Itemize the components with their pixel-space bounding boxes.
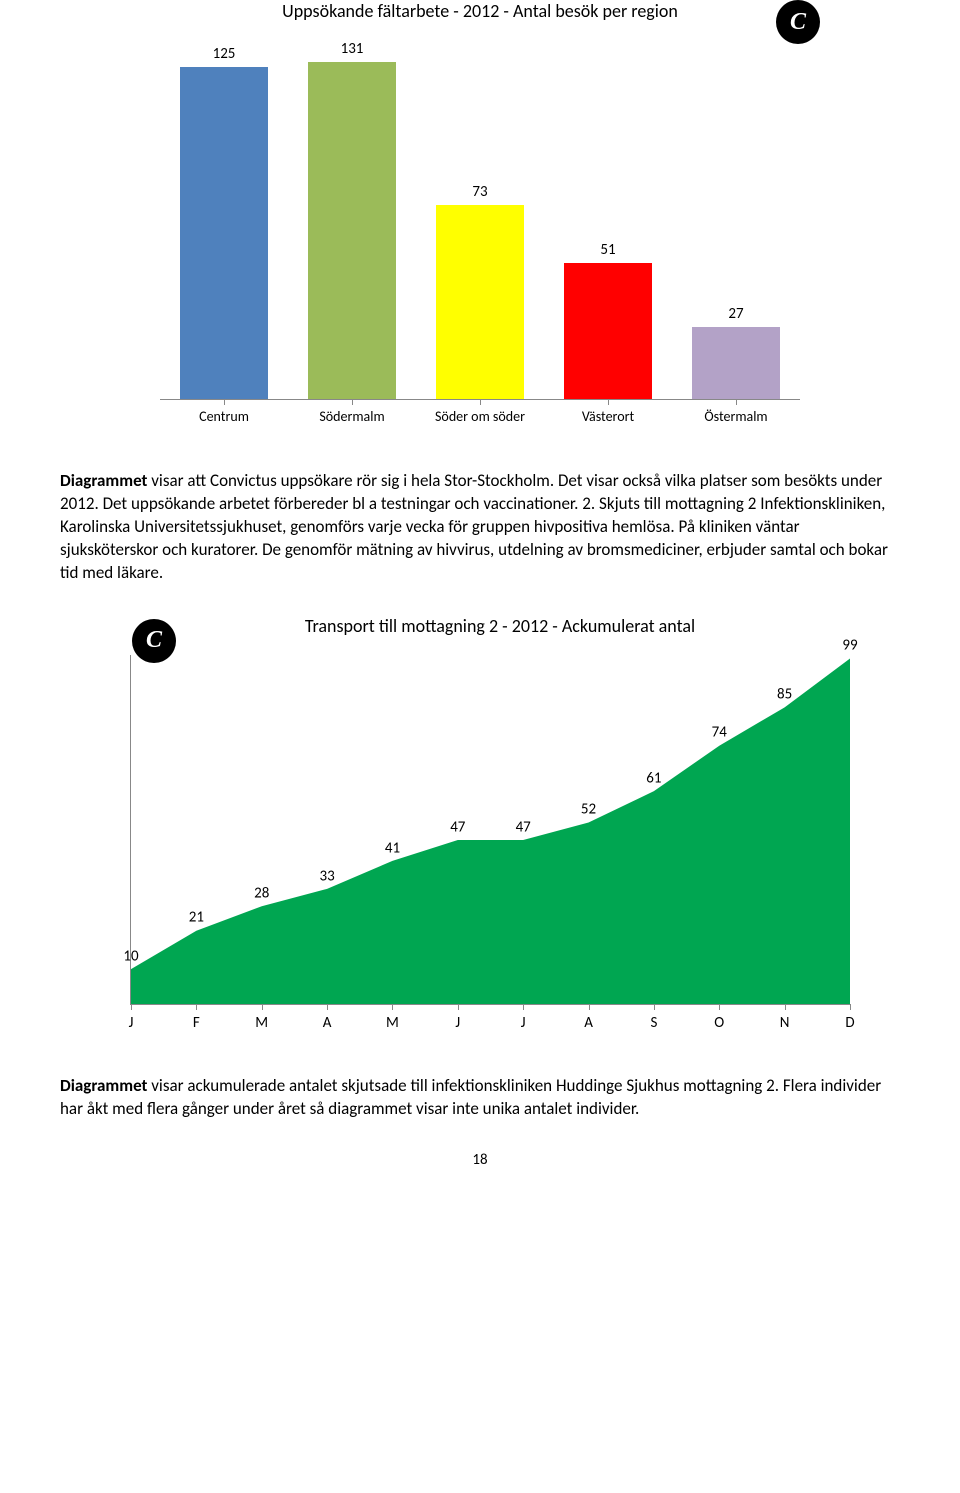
bar-column: 131Södermalm: [288, 40, 416, 399]
area-value-label: 74: [712, 724, 727, 742]
area-x-tick: [327, 1004, 328, 1010]
area-value-label: 41: [385, 839, 400, 857]
area-x-label: S: [650, 1014, 657, 1032]
bar-chart-section: Uppsökande fältarbete - 2012 - Antal bes…: [60, 0, 900, 440]
area-x-label: J: [455, 1014, 460, 1032]
area-x-tick: [785, 1004, 786, 1010]
bar-x-tick: [608, 399, 609, 405]
area-value-label: 52: [581, 801, 596, 819]
area-x-label: F: [193, 1014, 200, 1032]
area-value-label: 85: [777, 685, 792, 703]
area-x-tick: [850, 1004, 851, 1010]
area-chart-title: Transport till mottagning 2 - 2012 - Ack…: [100, 615, 860, 637]
page-number: 18: [60, 1151, 900, 1169]
area-polygon: [131, 658, 850, 1004]
bar-x-label: Söder om söder: [435, 408, 525, 425]
area-value-label: 99: [842, 637, 857, 655]
area-x-label: D: [845, 1014, 854, 1032]
area-x-tick: [458, 1004, 459, 1010]
convictus-logo-icon: C: [776, 0, 820, 44]
area-chart-svg: [131, 655, 850, 1004]
bar-x-label: Östermalm: [704, 408, 767, 425]
bar-x-tick: [224, 399, 225, 405]
area-value-label: 47: [516, 818, 531, 836]
paragraph-2-lead: Diagrammet: [60, 1075, 147, 1096]
paragraph-1-body: visar att Convictus uppsökare rör sig i …: [60, 470, 888, 583]
bar-x-tick: [352, 399, 353, 405]
paragraph-2-body: visar ackumulerade antalet skjutsade til…: [60, 1075, 881, 1119]
bar-value-label: 125: [213, 45, 236, 63]
bar-x-label: Södermalm: [319, 408, 384, 425]
bar-column: 51Västerort: [544, 40, 672, 399]
area-x-tick: [131, 1004, 132, 1010]
paragraph-2: Diagrammet visar ackumulerade antalet sk…: [60, 1075, 900, 1121]
bar-rect: [692, 327, 779, 399]
bar-rect: [564, 263, 651, 399]
area-x-tick: [392, 1004, 393, 1010]
area-x-tick: [196, 1004, 197, 1010]
area-chart-section: C Transport till mottagning 2 - 2012 - A…: [60, 615, 900, 1045]
bar-column: 27Östermalm: [672, 40, 800, 399]
bar-x-label: Centrum: [199, 408, 249, 425]
paragraph-1-lead: Diagrammet: [60, 470, 147, 491]
area-value-label: 21: [189, 909, 204, 927]
bar-value-label: 27: [728, 305, 743, 323]
bar-column: 125Centrum: [160, 40, 288, 399]
area-value-label: 33: [319, 867, 334, 885]
area-value-label: 10: [123, 947, 138, 965]
bar-value-label: 131: [341, 40, 364, 58]
bar-chart-plot: 125Centrum131Södermalm73Söder om söder51…: [160, 40, 800, 400]
area-value-label: 47: [450, 818, 465, 836]
bar-value-label: 51: [600, 241, 615, 259]
area-x-label: A: [584, 1014, 593, 1032]
bar-rect: [308, 62, 395, 399]
area-chart-plot: 10J21F28M33A41M47J47J52A61S74O85N99D: [130, 655, 850, 1005]
bar-rect: [436, 205, 523, 399]
bar-rect: [180, 67, 267, 399]
area-value-label: 61: [646, 769, 661, 787]
area-x-label: M: [255, 1014, 268, 1032]
area-x-label: J: [129, 1014, 134, 1032]
area-x-tick: [589, 1004, 590, 1010]
area-x-label: A: [323, 1014, 332, 1032]
area-value-label: 28: [254, 884, 269, 902]
area-x-tick: [262, 1004, 263, 1010]
area-chart: C Transport till mottagning 2 - 2012 - A…: [100, 615, 860, 1045]
area-x-tick: [654, 1004, 655, 1010]
area-x-tick: [523, 1004, 524, 1010]
bar-x-tick: [480, 399, 481, 405]
bar-chart: Uppsökande fältarbete - 2012 - Antal bes…: [140, 0, 820, 440]
area-x-label: N: [780, 1014, 790, 1032]
bar-chart-bars: 125Centrum131Södermalm73Söder om söder51…: [160, 40, 800, 399]
paragraph-1: Diagrammet visar att Convictus uppsökare…: [60, 470, 900, 585]
bar-column: 73Söder om söder: [416, 40, 544, 399]
bar-value-label: 73: [472, 183, 487, 201]
bar-x-label: Västerort: [582, 408, 634, 425]
area-x-label: M: [386, 1014, 399, 1032]
bar-x-tick: [736, 399, 737, 405]
area-x-tick: [719, 1004, 720, 1010]
area-x-label: O: [714, 1014, 724, 1032]
area-x-label: J: [521, 1014, 526, 1032]
bar-chart-title: Uppsökande fältarbete - 2012 - Antal bes…: [140, 0, 820, 22]
